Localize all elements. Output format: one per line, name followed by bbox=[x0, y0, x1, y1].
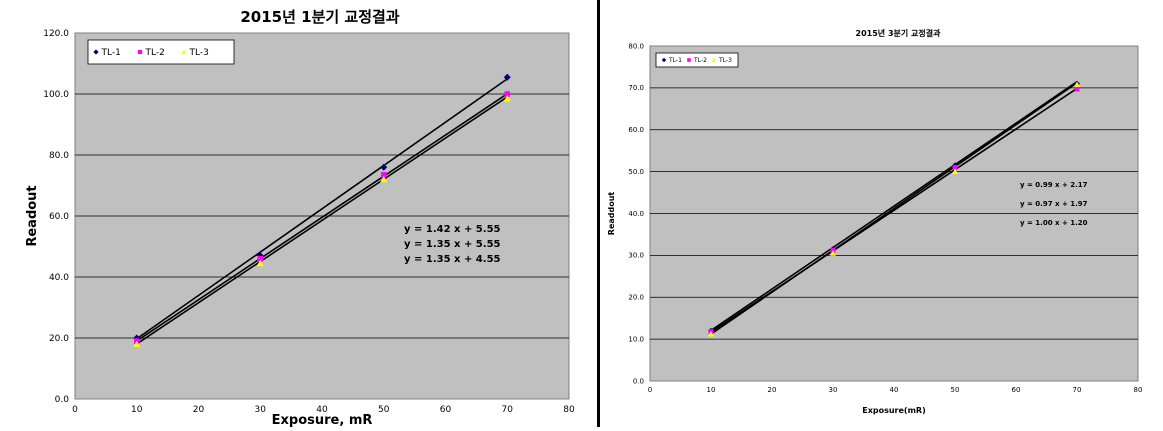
legend-label-tl-1: TL-1 bbox=[668, 57, 682, 64]
data-point-tl-3 bbox=[952, 168, 958, 175]
legend-label-tl-3: TL-3 bbox=[189, 48, 209, 58]
y-tick-label: 0.0 bbox=[633, 377, 644, 385]
data-point-tl-2 bbox=[380, 172, 387, 178]
trend-equation: y = 1.35 x + 5.55 bbox=[404, 239, 501, 250]
y-tick-label: 40.0 bbox=[628, 210, 644, 218]
trend-equation: y = 0.97 x + 1.97 bbox=[1020, 200, 1088, 208]
legend-marker-tl-3 bbox=[711, 57, 717, 62]
x-tick-label: 10 bbox=[131, 405, 143, 415]
trendline-tl-2 bbox=[136, 93, 508, 342]
y-tick-label: 60.0 bbox=[49, 212, 69, 222]
x-tick-label: 30 bbox=[829, 386, 838, 394]
trend-equation: y = 1.42 x + 5.55 bbox=[404, 224, 501, 235]
calibration-chart-q1: 0.0 20.0 40.0 60.0 80.0 100.0 120.0 0 10 20 30 40 50… bbox=[25, 8, 575, 428]
x-tick-label: 10 bbox=[707, 386, 716, 394]
legend-marker-tl-1 bbox=[93, 49, 99, 55]
trendline-tl-1 bbox=[710, 81, 1078, 332]
x-tick-label: 70 bbox=[502, 405, 514, 415]
y-tick-label: 80.0 bbox=[628, 42, 644, 50]
x-axis-label: Exposure, mR bbox=[272, 413, 373, 427]
x-tick-label: 80 bbox=[1134, 386, 1143, 394]
data-point-tl-1 bbox=[503, 73, 511, 81]
y-tick-label: 0.0 bbox=[55, 395, 70, 405]
y-tick-label: 60.0 bbox=[628, 126, 644, 134]
x-tick-label: 40 bbox=[316, 405, 328, 415]
legend-marker-tl-1 bbox=[661, 57, 667, 63]
data-point-tl-2 bbox=[504, 91, 511, 97]
y-axis-label: Readdout bbox=[607, 192, 616, 236]
data-point-tl-1 bbox=[380, 163, 388, 171]
x-tick-label: 20 bbox=[193, 405, 205, 415]
calibration-chart-q1-panel: 0.0 20.0 40.0 60.0 80.0 100.0 120.0 0 10 20 30 40 50… bbox=[25, 8, 575, 428]
trend-equation: y = 0.99 x + 2.17 bbox=[1020, 181, 1088, 189]
trendline-tl-1 bbox=[136, 78, 508, 340]
y-tick-label: 30.0 bbox=[628, 252, 644, 260]
x-tick-label: 0 bbox=[72, 405, 78, 415]
trend-equation: y = 1.00 x + 1.20 bbox=[1020, 219, 1088, 227]
data-point-tl-3 bbox=[503, 95, 511, 102]
y-tick-label: 40.0 bbox=[49, 273, 69, 283]
data-point-tl-3 bbox=[256, 259, 264, 267]
trendline-tl-3 bbox=[136, 96, 508, 345]
legend-label-tl-1: TL-1 bbox=[101, 48, 121, 58]
x-tick-label: 30 bbox=[255, 405, 267, 415]
x-tick-label: 60 bbox=[1012, 386, 1021, 394]
y-tick-label: 80.0 bbox=[49, 151, 69, 161]
y-tick-label: 20.0 bbox=[628, 294, 644, 302]
data-point-tl-3 bbox=[830, 250, 836, 256]
x-tick-label: 50 bbox=[951, 386, 960, 394]
calibration-chart-q3-panel: 0.0 10.0 20.0 30.0 40.0 50.0 60.0 70.0 80.0 0 10 20… bbox=[600, 0, 1163, 427]
data-point-tl-2 bbox=[1074, 86, 1080, 92]
y-tick-label: 50.0 bbox=[628, 168, 644, 176]
y-tick-label: 120.0 bbox=[43, 29, 69, 39]
chart-title: 2015년 3분기 교정결과 bbox=[856, 28, 942, 38]
legend-box bbox=[87, 39, 235, 65]
x-tick-label: 70 bbox=[1073, 386, 1082, 394]
y-tick-label: 70.0 bbox=[628, 84, 644, 92]
legend-box bbox=[655, 52, 739, 68]
calibration-chart-q3: 0.0 10.0 20.0 30.0 40.0 50.0 60.0 70.0 80.0 0 10 20… bbox=[607, 28, 1143, 415]
legend-marker-tl-3 bbox=[181, 49, 187, 55]
data-point-tl-3 bbox=[708, 331, 714, 337]
y-tick-label: 10.0 bbox=[628, 335, 644, 343]
legend-marker-tl-2 bbox=[137, 49, 143, 55]
x-tick-label: 0 bbox=[648, 386, 652, 394]
x-axis-label: Exposure(mR) bbox=[862, 406, 925, 415]
x-tick-label: 60 bbox=[440, 405, 452, 415]
trend-equation: y = 1.35 x + 4.55 bbox=[404, 254, 501, 265]
y-tick-label: 20.0 bbox=[49, 334, 69, 344]
panel-divider bbox=[597, 0, 600, 427]
y-axis-label: Readout bbox=[25, 185, 40, 246]
legend-label-tl-2: TL-2 bbox=[693, 57, 707, 64]
data-point-tl-3 bbox=[380, 175, 388, 183]
trendline-tl-3 bbox=[710, 82, 1078, 335]
data-point-tl-3 bbox=[133, 340, 141, 347]
x-tick-label: 40 bbox=[890, 386, 899, 394]
legend-marker-tl-2 bbox=[687, 58, 691, 62]
data-point-tl-3 bbox=[1074, 81, 1080, 87]
data-point-tl-2 bbox=[952, 165, 958, 170]
x-tick-label: 20 bbox=[768, 386, 777, 394]
data-point-tl-2 bbox=[257, 255, 264, 262]
chart-title: 2015년 1분기 교정결과 bbox=[240, 8, 399, 26]
legend-label-tl-3: TL-3 bbox=[718, 57, 732, 64]
x-tick-label: 50 bbox=[378, 405, 390, 415]
y-tick-label: 100.0 bbox=[43, 90, 69, 100]
legend-label-tl-2: TL-2 bbox=[145, 48, 165, 58]
x-tick-label: 80 bbox=[563, 405, 575, 415]
